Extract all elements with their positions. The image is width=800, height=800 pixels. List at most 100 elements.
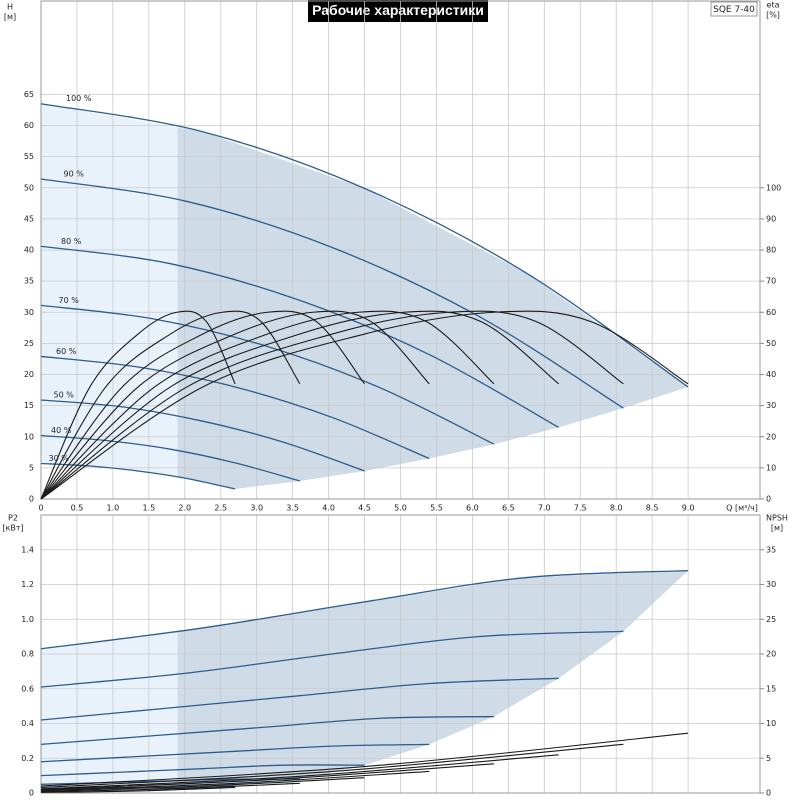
- y-tick-label: 10: [24, 432, 34, 441]
- secondary-curve: [40, 782, 300, 793]
- curve: [40, 178, 624, 409]
- y-tick-label: 15: [24, 401, 34, 410]
- y2-tick-label: 40: [766, 370, 776, 379]
- curve: [40, 245, 559, 428]
- curve-label: 40 %: [51, 426, 72, 435]
- y-tick-label: 1.0: [21, 615, 34, 624]
- curve-label: 30 %: [49, 454, 70, 463]
- curve: [40, 355, 430, 460]
- y-tick-label: 0.8: [21, 650, 34, 659]
- y2-tick-label: 5: [766, 754, 771, 763]
- x-tick-label: 4.0: [322, 504, 335, 513]
- curve-label: 60 %: [56, 347, 77, 356]
- x-tick-label: 7.0: [538, 504, 551, 513]
- y-tick-label: 60: [24, 121, 34, 130]
- secondary-curve: [40, 763, 495, 791]
- y2-tick-label: 30: [766, 401, 776, 410]
- curve: [40, 630, 624, 688]
- plot-frame: [40, 514, 761, 794]
- y-tick-label: 45: [24, 214, 34, 223]
- x-tick-label: 2.0: [178, 504, 191, 513]
- chart-title: Рабочие характеристики: [312, 2, 484, 18]
- y-tick-label: 65: [24, 90, 34, 99]
- y-tick-label: 50: [24, 183, 34, 192]
- y2-tick-label: 60: [766, 308, 776, 317]
- x-tick-label: 8.0: [610, 504, 623, 513]
- curve: [40, 462, 236, 490]
- y-tick-label: 0.6: [21, 684, 34, 693]
- curve: [40, 715, 494, 745]
- y2-axis-label: NPSH: [766, 514, 788, 523]
- secondary-curve: [40, 310, 495, 500]
- curve-label: 50 %: [54, 391, 75, 400]
- y-axis-unit: [кВт]: [2, 524, 23, 533]
- x-tick-label: 1.5: [142, 504, 155, 513]
- secondary-curve: [40, 732, 689, 787]
- y-axis-label: H: [7, 3, 13, 12]
- model-label: SQE 7-40: [713, 5, 755, 15]
- curve: [40, 304, 495, 445]
- curve: [40, 677, 559, 721]
- y-tick-label: 0: [29, 789, 34, 798]
- y-tick-label: 55: [24, 152, 34, 161]
- y-tick-label: 5: [29, 463, 34, 472]
- y2-tick-label: 25: [766, 615, 776, 624]
- secondary-curve: [40, 310, 365, 500]
- min-flow-area: [41, 103, 178, 478]
- curve: [40, 569, 689, 650]
- x-tick-label: 1.0: [107, 504, 120, 513]
- secondary-curve: [40, 754, 559, 790]
- y-tick-label: 0: [29, 495, 34, 504]
- secondary-curve: [40, 310, 430, 500]
- y2-axis-unit: [%]: [766, 11, 780, 20]
- secondary-curve: [40, 310, 624, 500]
- curve-label: 80 %: [61, 237, 82, 246]
- x-tick-label: 6.0: [466, 504, 479, 513]
- x-axis-label: Q [м³/ч]: [726, 504, 758, 513]
- y-tick-label: 40: [24, 246, 34, 255]
- x-tick-label: 7.5: [574, 504, 587, 513]
- x-tick-label: 0.5: [71, 504, 84, 513]
- x-tick-label: 8.5: [646, 504, 659, 513]
- y2-tick-label: 10: [766, 463, 776, 472]
- secondary-curve: [40, 310, 689, 500]
- y2-tick-label: 10: [766, 719, 776, 728]
- model-box: [710, 1, 758, 17]
- x-tick-label: 3.0: [250, 504, 263, 513]
- plot-frame: [40, 0, 761, 500]
- secondary-curve: [40, 777, 365, 792]
- y-tick-label: 0.2: [21, 754, 34, 763]
- curve: [40, 399, 365, 472]
- y-tick-label: 25: [24, 339, 34, 348]
- y-axis-unit: [м]: [4, 13, 16, 22]
- y2-tick-label: 90: [766, 214, 776, 223]
- y2-tick-label: 15: [766, 684, 776, 693]
- y2-tick-label: 35: [766, 545, 776, 554]
- y-axis-label: P2: [8, 514, 18, 523]
- x-tick-label: 5.0: [394, 504, 407, 513]
- curve-label: 90 %: [64, 170, 85, 179]
- x-tick-label: 2.5: [214, 504, 227, 513]
- y2-axis-unit: [м]: [771, 524, 783, 533]
- curve: [40, 764, 365, 777]
- y-tick-label: 20: [24, 370, 34, 379]
- secondary-curve: [40, 786, 236, 793]
- y2-tick-label: 20: [766, 650, 776, 659]
- x-tick-label: 9.0: [682, 504, 695, 513]
- y2-tick-label: 50: [766, 339, 776, 348]
- y-tick-label: 0.4: [21, 719, 34, 728]
- x-tick-label: 4.5: [358, 504, 371, 513]
- secondary-curve: [40, 310, 236, 500]
- x-tick-label: 5.5: [430, 504, 443, 513]
- y2-tick-label: 0: [766, 495, 771, 504]
- x-tick-label: 3.5: [286, 504, 299, 513]
- secondary-curve: [40, 743, 624, 788]
- curve: [40, 434, 301, 482]
- y2-tick-label: 30: [766, 580, 776, 589]
- x-tick-label: 6.5: [502, 504, 515, 513]
- y2-tick-label: 70: [766, 277, 776, 286]
- y2-tick-label: 80: [766, 246, 776, 255]
- curve-label: 70 %: [59, 296, 80, 305]
- min-flow-area: [41, 631, 178, 790]
- y2-tick-label: 0: [766, 789, 771, 798]
